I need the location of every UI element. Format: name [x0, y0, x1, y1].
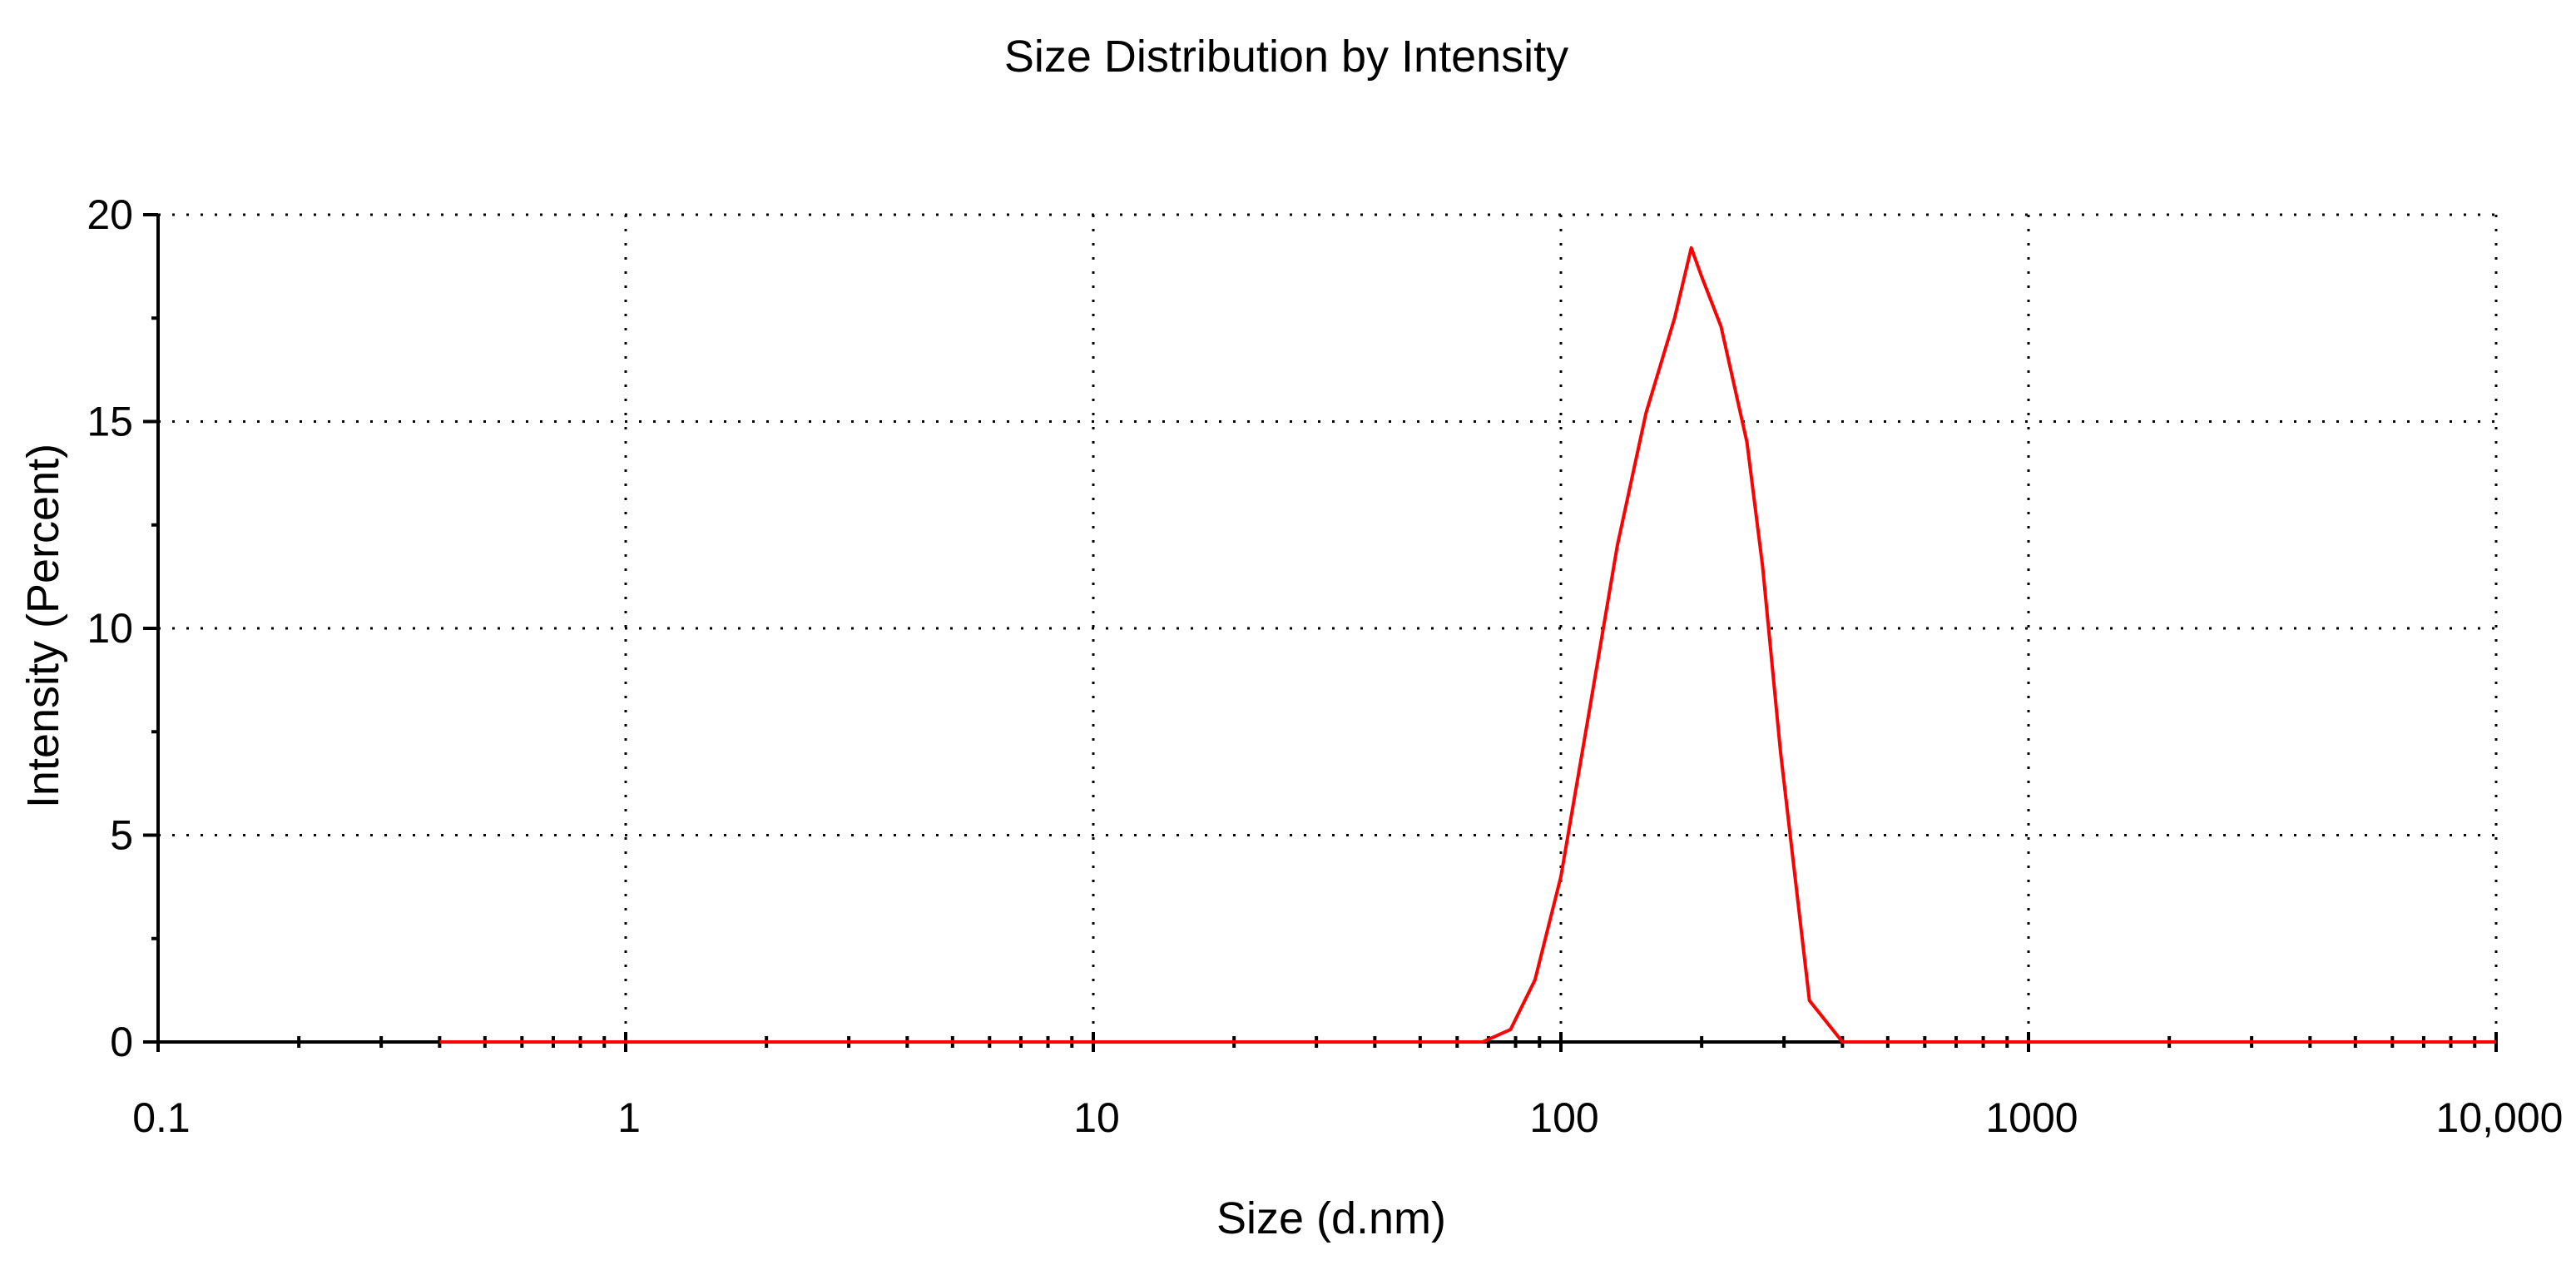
x-tick-label-5: 10,000	[2436, 1094, 2564, 1141]
series-line-0	[439, 246, 2496, 1044]
series-layer	[439, 246, 2496, 1044]
chart-title: Size Distribution by Intensity	[1004, 32, 1568, 82]
x-tick-label-2: 10	[1073, 1094, 1120, 1141]
y-tick-label-2: 10	[87, 605, 133, 652]
x-tick-label-4: 1000	[1985, 1094, 2078, 1141]
x-tick-label-0: 0.1	[132, 1094, 191, 1141]
tick-labels: 0 5 10 15 20 0.1 1 10 100 1000 10,000	[87, 191, 2563, 1141]
x-tick-label-3: 100	[1529, 1094, 1598, 1141]
x-tick-label-1: 1	[617, 1094, 641, 1141]
y-tick-label-1: 5	[110, 812, 133, 859]
axes	[143, 213, 2498, 1052]
y-axis-title: Intensity (Percent)	[18, 444, 68, 808]
y-tick-label-0: 0	[110, 1019, 133, 1065]
x-axis-title: Size (d.nm)	[1216, 1193, 1446, 1243]
y-tick-label-4: 20	[87, 191, 133, 238]
y-tick-label-3: 15	[87, 399, 133, 445]
grid-lines	[158, 213, 2498, 1042]
